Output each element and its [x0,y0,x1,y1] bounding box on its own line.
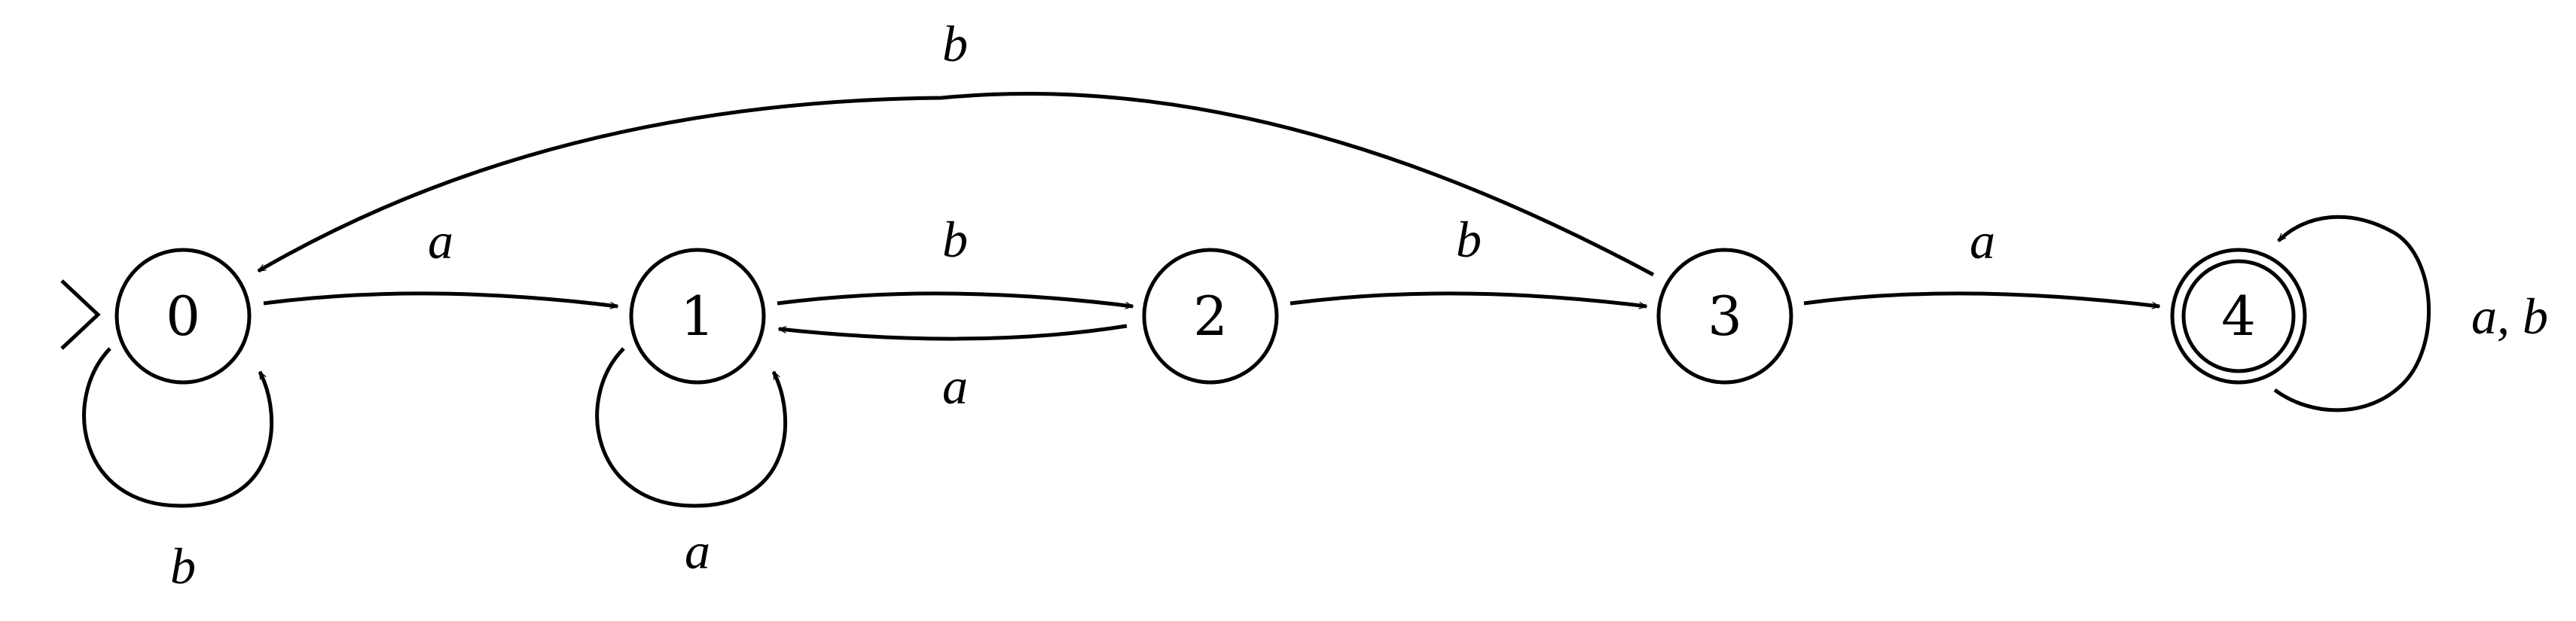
edge-0-0-self-loop [82,347,273,508]
edge-3-0 [258,91,1655,277]
edge-2-3 [1290,291,1647,306]
state-0: 0 [114,248,252,385]
edge-3-0-label: b [942,15,968,72]
edge-3-4 [1803,291,2159,306]
state-4: 4 [2170,248,2307,385]
state-4-inner-circle [2181,259,2296,373]
edge-1-2-label: b [942,211,968,268]
state-0-circle [114,248,252,385]
edge-0-0-label: b [170,537,196,595]
edge-4-4-self-loop [2273,215,2431,412]
edge-0-1 [263,291,618,306]
edge-0-1-label: a [428,212,453,269]
state-3-circle [1656,248,1793,385]
state-3-label: 3 [1708,285,1742,348]
edge-4-4-label: a, b [2471,288,2548,345]
edge-2-3-label: b [1456,211,1482,268]
state-1: 1 [629,248,766,385]
state-1-label: 1 [680,285,715,348]
state-2: 2 [1142,248,1279,385]
state-2-label: 2 [1193,285,1228,348]
state-3: 3 [1656,248,1793,385]
state-0-label: 0 [166,285,200,348]
edge-1-1-self-loop [595,347,787,508]
initial-state-marker [60,279,101,350]
state-4-label: 4 [2221,285,2256,348]
state-2-circle [1142,248,1279,385]
edge-3-4-label: a [1970,212,1995,269]
edge-1-1-label: a [685,522,710,580]
edge-2-1 [779,324,1128,341]
state-1-circle [629,248,766,385]
edge-2-1-label: a [942,358,968,415]
edge-1-2 [777,291,1133,306]
